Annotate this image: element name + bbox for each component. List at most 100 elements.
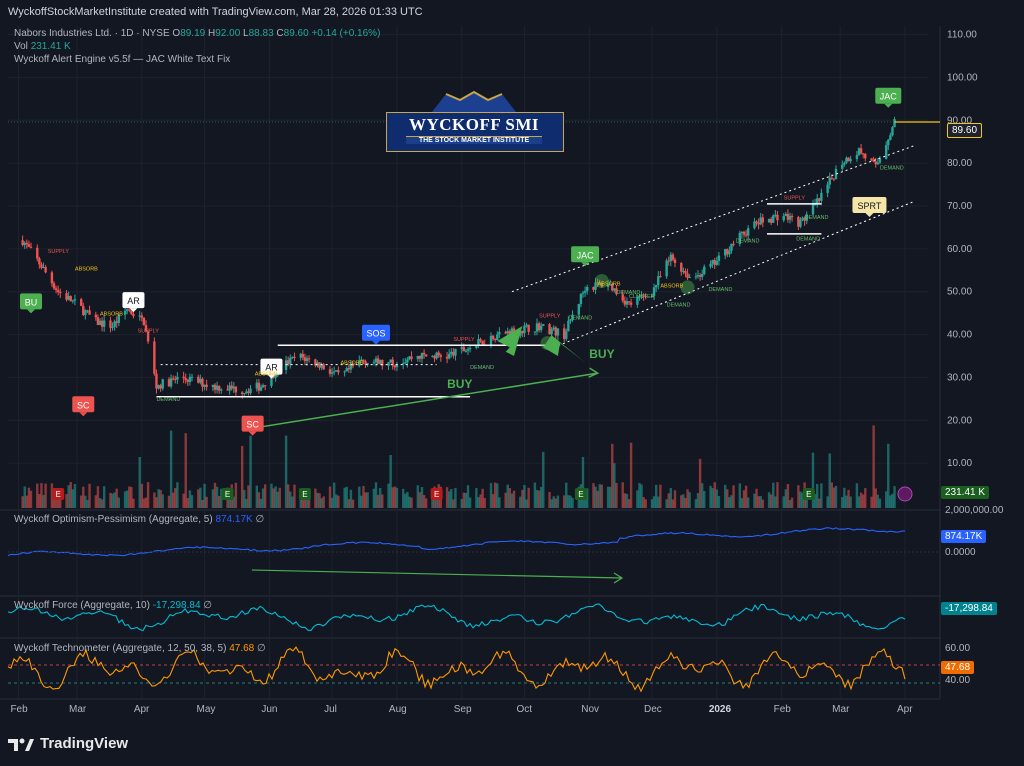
y-tick-label: 80.00: [947, 158, 972, 169]
candle-body: [583, 290, 587, 293]
volume-bar: [167, 495, 171, 508]
candle-body: [376, 358, 380, 364]
optimism-title: Wyckoff Optimism-Pessimism (Aggregate, 5…: [14, 514, 213, 525]
candle-body: [757, 223, 760, 225]
signal-label: ABSORB: [100, 311, 123, 317]
candle-body: [667, 260, 670, 262]
volume-bar: [255, 485, 259, 508]
volume-bar: [565, 482, 568, 508]
y-tick-label: 50.00: [947, 287, 972, 298]
candle-body: [345, 368, 348, 372]
volume-bar: [44, 483, 47, 508]
y-tick-label: 20.00: [947, 415, 972, 426]
candle-body: [700, 273, 704, 277]
volume-bar: [548, 491, 551, 508]
volume-bar: [284, 435, 288, 508]
volume-bar: [391, 487, 394, 508]
candle-body: [257, 382, 261, 391]
volume-bar: [742, 490, 746, 508]
candle-body: [548, 324, 551, 335]
volume-bar: [489, 483, 493, 508]
buy-trend-arrow: [248, 372, 598, 430]
indicator-legend: Wyckoff Alert Engine v5.5f — JAC White T…: [14, 54, 231, 65]
candle-body: [694, 276, 698, 278]
candle-body: [186, 380, 190, 382]
signal-label: ABSORB: [340, 361, 363, 367]
candle-body: [562, 328, 566, 339]
open-value: 89.19: [180, 28, 206, 39]
candle-body: [717, 255, 721, 261]
x-tick-label: Apr: [897, 704, 913, 715]
volume-bar: [21, 496, 24, 508]
label-sos-box: [362, 324, 390, 341]
volume-bar: [797, 485, 800, 508]
volume-bar: [772, 482, 775, 508]
candle-body: [303, 357, 307, 361]
candle-body: [316, 362, 319, 366]
candle-body: [709, 263, 712, 267]
candle-body: [243, 393, 246, 395]
candle-body: [772, 215, 775, 223]
volume-bar: [286, 484, 290, 508]
candle-body: [291, 356, 294, 358]
candle-body: [832, 178, 836, 180]
change-value: +0.14 (+0.16%): [311, 28, 381, 39]
event-marker: [574, 488, 587, 500]
volume-bar: [845, 495, 848, 508]
candle-body: [247, 391, 250, 394]
candle-body: [627, 301, 631, 303]
volume-bar: [652, 496, 656, 508]
candle-body: [406, 359, 409, 363]
candle-body: [249, 388, 252, 394]
volume-bar: [569, 495, 572, 508]
buy-arrow-up: [484, 326, 523, 374]
technometer-pane-title: Wyckoff Technometer (Aggregate, 12, 50, …: [14, 643, 266, 654]
buy-label-1: BUY: [447, 377, 472, 391]
volume-bar: [847, 489, 850, 508]
signal-label: SUPPLY: [48, 249, 70, 255]
candle-body: [450, 351, 453, 354]
volume-bar: [746, 497, 750, 508]
volume-bar: [598, 484, 601, 508]
volume-bar: [186, 498, 190, 508]
candle-body: [102, 320, 106, 327]
candle-body: [686, 273, 689, 278]
technometer-tick-60: 60.00: [945, 643, 971, 654]
candle-body: [782, 216, 785, 221]
candle-body: [669, 254, 673, 262]
candle-body: [479, 339, 482, 341]
event-marker-letter: E: [225, 490, 230, 499]
candle-body: [199, 378, 202, 383]
candle-body: [893, 119, 896, 128]
volume-bar: [71, 489, 75, 508]
volume-bar: [320, 498, 323, 508]
label-jac-1-box: [571, 246, 600, 263]
label-ar-1-box: [122, 292, 145, 309]
candle-body: [362, 359, 365, 362]
candle-body: [537, 323, 541, 331]
signal-label: ABSORB: [255, 371, 278, 377]
candle-body: [828, 177, 831, 185]
volume-bar: [389, 455, 392, 508]
volume-bar: [130, 486, 133, 508]
volume-bar: [843, 487, 846, 508]
event-marker-letter: E: [302, 490, 307, 499]
tradingview-brand[interactable]: TradingView: [8, 735, 128, 752]
volume-bar: [539, 486, 543, 508]
volume-bar: [303, 494, 307, 508]
candle-body: [299, 353, 302, 358]
candle-body: [556, 328, 560, 336]
candle-body: [767, 218, 771, 223]
candle-body: [364, 361, 367, 365]
signal-label: DEMAND: [470, 365, 494, 371]
candle-body: [240, 392, 244, 394]
label-sos-pointer: [372, 340, 380, 345]
label-ar-2-pointer: [267, 374, 276, 379]
candle-body: [452, 351, 455, 356]
volume-bar: [535, 490, 539, 508]
signal-label: SUPPLY: [784, 196, 806, 202]
volume-bar: [27, 487, 31, 508]
candle-body: [730, 243, 733, 251]
candle-body: [790, 216, 794, 218]
